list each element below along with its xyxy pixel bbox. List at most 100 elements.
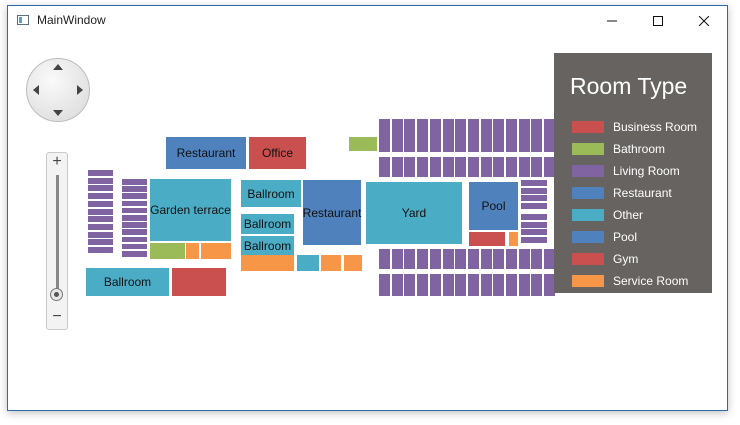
- room-living[interactable]: [122, 193, 147, 199]
- room-living[interactable]: [455, 249, 467, 269]
- room-living[interactable]: [417, 119, 429, 152]
- room-bathroom[interactable]: [150, 243, 185, 259]
- room-living[interactable]: [480, 274, 492, 296]
- room-living[interactable]: [88, 247, 113, 253]
- room-living[interactable]: [88, 231, 113, 238]
- zoom-track[interactable]: [56, 175, 59, 291]
- room-living[interactable]: [531, 157, 543, 177]
- room-other[interactable]: [297, 255, 319, 271]
- room-living[interactable]: [379, 274, 390, 296]
- room-living[interactable]: [544, 157, 556, 177]
- room-pool[interactable]: Pool: [469, 182, 518, 230]
- room-ballroom[interactable]: Ballroom: [241, 236, 294, 256]
- room-living[interactable]: [379, 157, 390, 177]
- close-button[interactable]: [681, 6, 727, 36]
- room-living[interactable]: [455, 119, 467, 152]
- pan-control[interactable]: [26, 58, 90, 122]
- room-living[interactable]: [493, 249, 505, 269]
- room-living[interactable]: [404, 274, 416, 296]
- room-living[interactable]: [455, 274, 467, 296]
- room-service[interactable]: [344, 255, 362, 271]
- room-living[interactable]: [122, 186, 147, 192]
- room-living[interactable]: [391, 119, 403, 152]
- room-living[interactable]: [521, 236, 547, 243]
- room-restaurant-top[interactable]: Restaurant: [166, 137, 246, 169]
- room-restaurant-middle[interactable]: Restaurant: [303, 180, 361, 245]
- room-living[interactable]: [521, 180, 547, 186]
- room-living[interactable]: [417, 249, 429, 269]
- room-living[interactable]: [429, 274, 441, 296]
- room-living[interactable]: [122, 236, 147, 243]
- room-living[interactable]: [404, 119, 416, 152]
- room-garden-terrace[interactable]: Garden terrace: [150, 179, 231, 241]
- room-living[interactable]: [122, 179, 147, 185]
- zoom-out-button[interactable]: −: [52, 308, 62, 325]
- room-living[interactable]: [521, 229, 547, 236]
- room-living[interactable]: [544, 274, 556, 296]
- map-area[interactable]: + − Restaurant Office Garden terrace Bal…: [9, 37, 727, 410]
- room-living[interactable]: [544, 249, 556, 269]
- room-living[interactable]: [518, 119, 530, 152]
- room-bathroom[interactable]: [349, 137, 377, 151]
- room-living[interactable]: [122, 207, 147, 214]
- room-living[interactable]: [88, 216, 113, 223]
- room-living[interactable]: [467, 249, 479, 269]
- room-living[interactable]: [88, 223, 113, 230]
- room-living[interactable]: [493, 157, 505, 177]
- room-living[interactable]: [480, 249, 492, 269]
- room-living[interactable]: [379, 249, 390, 269]
- minimize-button[interactable]: [589, 6, 635, 36]
- room-living[interactable]: [442, 119, 454, 152]
- room-living[interactable]: [88, 193, 113, 200]
- room-living[interactable]: [122, 215, 147, 221]
- room-living[interactable]: [531, 119, 543, 152]
- room-living[interactable]: [467, 274, 479, 296]
- room-living[interactable]: [531, 249, 543, 269]
- room-gym[interactable]: [469, 232, 505, 246]
- room-yard[interactable]: Yard: [366, 182, 462, 244]
- room-living[interactable]: [518, 249, 530, 269]
- room-living[interactable]: [122, 229, 147, 235]
- room-living[interactable]: [88, 177, 113, 184]
- room-living[interactable]: [88, 200, 113, 207]
- room-living[interactable]: [88, 185, 113, 192]
- room-living[interactable]: [417, 274, 429, 296]
- room-living[interactable]: [506, 274, 517, 296]
- room-gym[interactable]: [172, 268, 226, 296]
- room-living[interactable]: [88, 208, 113, 215]
- room-living[interactable]: [122, 243, 147, 250]
- room-living[interactable]: [521, 202, 547, 209]
- room-service[interactable]: [241, 255, 294, 271]
- room-living[interactable]: [429, 119, 441, 152]
- room-living[interactable]: [404, 157, 416, 177]
- room-living[interactable]: [521, 187, 547, 194]
- room-living[interactable]: [88, 170, 113, 176]
- room-service[interactable]: [186, 243, 199, 259]
- room-living[interactable]: [391, 157, 403, 177]
- room-living[interactable]: [379, 119, 390, 152]
- room-living[interactable]: [493, 119, 505, 152]
- room-living[interactable]: [521, 214, 547, 220]
- room-living[interactable]: [122, 222, 147, 228]
- room-living[interactable]: [521, 221, 547, 228]
- room-living[interactable]: [391, 249, 403, 269]
- room-living[interactable]: [122, 251, 147, 257]
- room-ballroom-bottom[interactable]: Ballroom: [86, 268, 169, 296]
- room-service[interactable]: [321, 255, 341, 271]
- room-living[interactable]: [506, 249, 517, 269]
- zoom-slider[interactable]: + −: [46, 152, 68, 330]
- room-service[interactable]: [201, 243, 231, 259]
- room-living[interactable]: [480, 157, 492, 177]
- room-living[interactable]: [467, 157, 479, 177]
- room-living[interactable]: [122, 200, 147, 207]
- room-living[interactable]: [391, 274, 403, 296]
- room-living[interactable]: [404, 249, 416, 269]
- room-living[interactable]: [467, 119, 479, 152]
- room-ballroom[interactable]: Ballroom: [241, 180, 301, 207]
- room-living[interactable]: [417, 157, 429, 177]
- room-living[interactable]: [429, 249, 441, 269]
- room-living[interactable]: [88, 239, 113, 246]
- room-living[interactable]: [442, 249, 454, 269]
- maximize-button[interactable]: [635, 6, 681, 36]
- room-living[interactable]: [531, 274, 543, 296]
